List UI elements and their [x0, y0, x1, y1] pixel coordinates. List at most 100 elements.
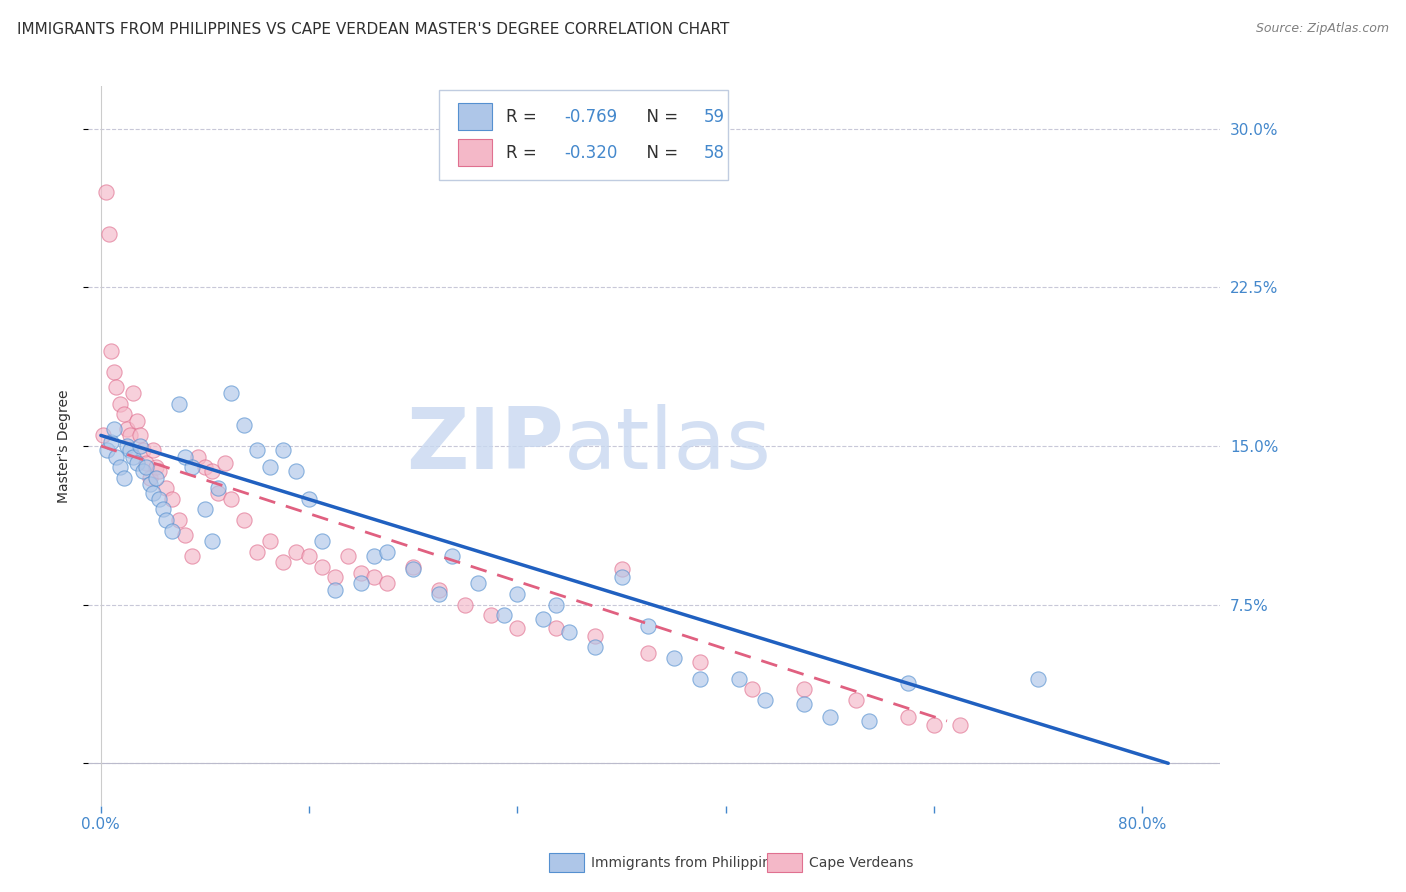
Point: [271, 555, 294, 569]
Point: [298, 491, 321, 506]
Point: [139, 471, 162, 485]
Point: [741, 682, 763, 697]
Point: [637, 619, 659, 633]
Point: [546, 598, 568, 612]
Point: [112, 407, 135, 421]
Point: [585, 629, 607, 643]
Point: [145, 471, 167, 485]
Point: [363, 570, 385, 584]
Point: [219, 386, 242, 401]
Text: ZIP: ZIP: [406, 404, 564, 487]
Point: [479, 608, 502, 623]
Point: [897, 676, 920, 690]
Point: [103, 365, 125, 379]
Point: [506, 587, 529, 601]
Point: [285, 464, 308, 478]
Point: [546, 621, 568, 635]
Point: [127, 456, 149, 470]
Point: [96, 443, 118, 458]
Point: [110, 397, 132, 411]
Text: Source: ZipAtlas.com: Source: ZipAtlas.com: [1256, 22, 1389, 36]
Point: [271, 443, 294, 458]
Point: [194, 502, 217, 516]
Point: [350, 566, 373, 580]
Point: [233, 417, 256, 432]
Point: [610, 562, 633, 576]
Point: [167, 397, 190, 411]
Point: [375, 576, 398, 591]
Point: [105, 450, 128, 464]
Point: [754, 693, 776, 707]
Point: [494, 608, 516, 623]
Text: Cape Verdeans: Cape Verdeans: [808, 855, 912, 870]
Point: [162, 524, 184, 538]
Text: N =: N =: [636, 108, 683, 126]
Text: -0.320: -0.320: [565, 144, 619, 161]
Point: [131, 464, 153, 478]
Point: [148, 464, 170, 478]
Point: [103, 422, 125, 436]
Point: [142, 485, 165, 500]
Point: [585, 640, 607, 654]
Point: [506, 621, 529, 635]
Point: [467, 576, 489, 591]
Point: [122, 386, 145, 401]
Point: [689, 655, 711, 669]
Point: [897, 710, 920, 724]
FancyBboxPatch shape: [458, 103, 492, 130]
Text: IMMIGRANTS FROM PHILIPPINES VS CAPE VERDEAN MASTER'S DEGREE CORRELATION CHART: IMMIGRANTS FROM PHILIPPINES VS CAPE VERD…: [17, 22, 730, 37]
Point: [533, 612, 555, 626]
Point: [793, 682, 815, 697]
Point: [139, 477, 162, 491]
Point: [97, 227, 120, 242]
Text: 58: 58: [704, 144, 725, 161]
Point: [337, 549, 360, 563]
Point: [246, 545, 269, 559]
Y-axis label: Master's Degree: Master's Degree: [58, 389, 72, 503]
Point: [689, 672, 711, 686]
Point: [145, 460, 167, 475]
Point: [363, 549, 385, 563]
Point: [129, 428, 152, 442]
Point: [187, 450, 209, 464]
Point: [93, 428, 115, 442]
Point: [118, 428, 141, 442]
Point: [174, 450, 197, 464]
Point: [100, 434, 122, 449]
Point: [155, 481, 177, 495]
Point: [1026, 672, 1049, 686]
Point: [115, 439, 138, 453]
Point: [219, 491, 242, 506]
Point: [427, 582, 450, 597]
Point: [845, 693, 868, 707]
Point: [200, 534, 222, 549]
Point: [200, 464, 222, 478]
Point: [727, 672, 749, 686]
Point: [94, 185, 117, 199]
Point: [152, 502, 174, 516]
Point: [323, 582, 346, 597]
Point: [115, 422, 138, 436]
Point: [818, 710, 841, 724]
Point: [285, 545, 308, 559]
Point: [207, 481, 229, 495]
Point: [214, 456, 236, 470]
Point: [135, 456, 157, 470]
FancyBboxPatch shape: [439, 90, 728, 180]
Point: [311, 559, 333, 574]
Point: [454, 598, 477, 612]
Point: [181, 549, 204, 563]
Point: [110, 460, 132, 475]
Point: [610, 570, 633, 584]
Point: [155, 513, 177, 527]
Point: [105, 380, 128, 394]
Point: [427, 587, 450, 601]
Point: [259, 534, 281, 549]
Text: -0.769: -0.769: [565, 108, 617, 126]
Point: [259, 460, 281, 475]
Point: [922, 718, 945, 732]
Point: [127, 414, 149, 428]
Point: [637, 646, 659, 660]
Point: [162, 491, 184, 506]
Point: [122, 450, 145, 464]
